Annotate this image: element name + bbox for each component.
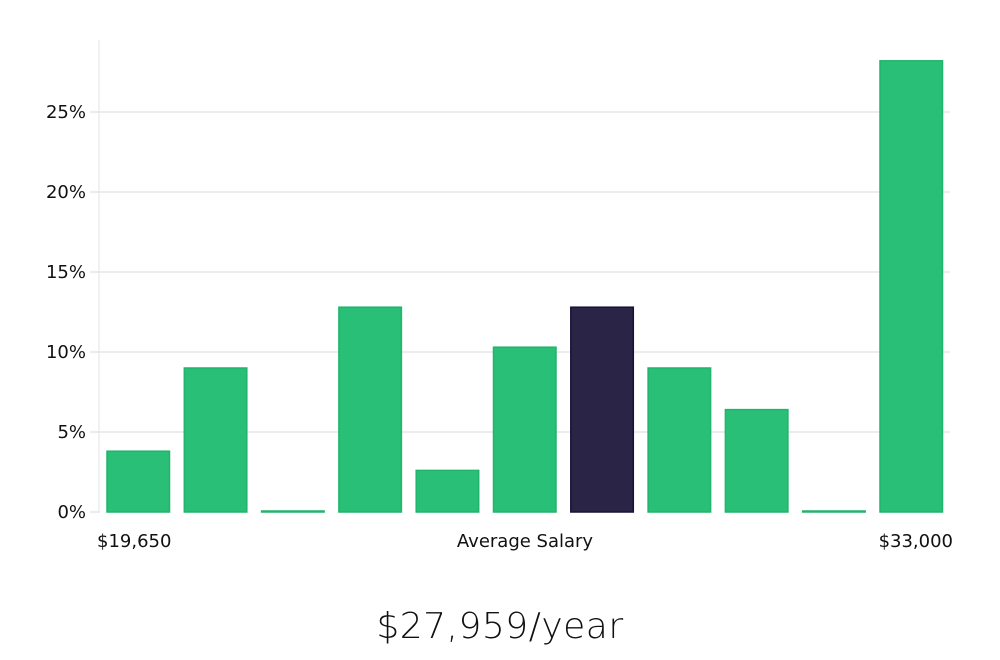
bar — [879, 60, 944, 513]
bar-layer — [106, 60, 944, 513]
y-tick-layer: 0% 5% 10% 15% 20% 25% — [46, 102, 100, 523]
x-axis-title: Average Salary — [457, 531, 594, 552]
bar — [492, 346, 557, 513]
x-max-label: $33,000 — [879, 531, 953, 552]
grid-layer — [100, 111, 950, 433]
y-tick-label: 5% — [57, 422, 86, 443]
bar — [338, 306, 403, 513]
average-salary-value: $27,959/year — [376, 606, 624, 647]
y-tick-label: 20% — [46, 182, 86, 203]
y-tick-label: 15% — [46, 262, 86, 283]
salary-histogram: 0%5%10%15%20%25% $19,650 Average Salary … — [46, 40, 953, 552]
y-tick-label: 25% — [46, 102, 86, 123]
bar — [106, 450, 171, 513]
x-min-label: $19,650 — [97, 531, 171, 552]
bar — [415, 469, 480, 513]
bar — [724, 408, 789, 513]
bar — [647, 367, 712, 513]
y-tick-label: 0% — [57, 502, 86, 523]
bar — [183, 367, 248, 513]
bar-highlighted — [570, 306, 635, 513]
bar — [260, 510, 325, 513]
y-tick-label: 10% — [46, 342, 86, 363]
bar — [801, 510, 866, 513]
